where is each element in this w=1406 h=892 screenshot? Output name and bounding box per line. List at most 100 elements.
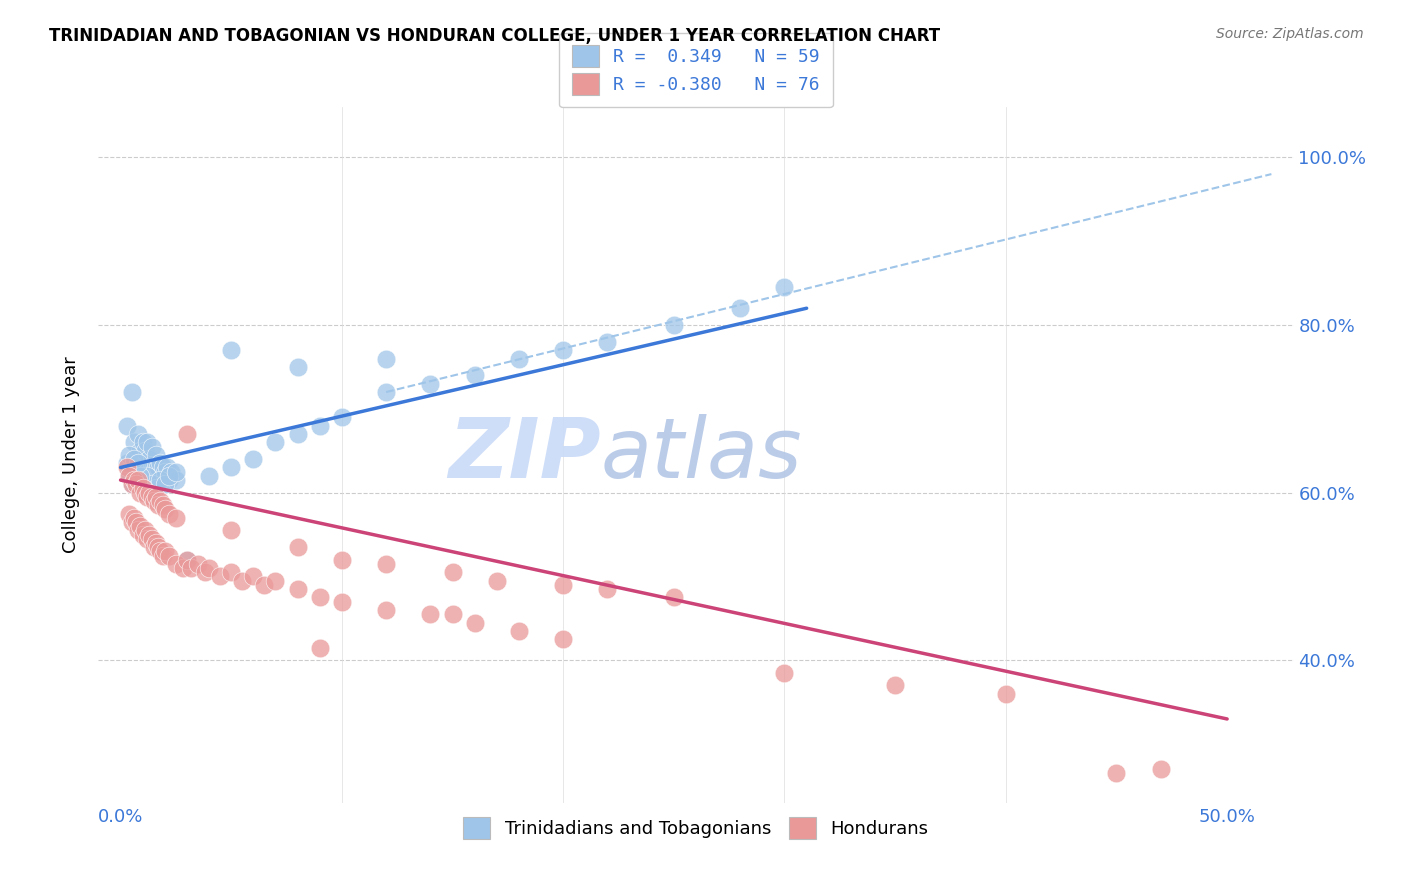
Point [134, 485, 156, 500]
Point [165, 465, 187, 479]
Point [122, 510, 145, 524]
Point [176, 552, 198, 566]
Point [156, 460, 179, 475]
Point [176, 552, 198, 566]
Point [242, 452, 264, 467]
Point [165, 510, 187, 524]
Point [165, 557, 187, 571]
Point [419, 376, 441, 391]
Point [152, 498, 174, 512]
Point [441, 566, 464, 580]
Point [118, 448, 141, 462]
Point [242, 569, 264, 583]
Point [198, 561, 221, 575]
Point [219, 566, 242, 580]
Point [553, 578, 575, 592]
Point [127, 468, 149, 483]
Point [330, 594, 353, 608]
Point [153, 544, 176, 558]
Point [287, 582, 309, 596]
Point [308, 418, 330, 433]
Point [127, 524, 149, 538]
Point [157, 507, 180, 521]
Point [136, 468, 159, 483]
Point [149, 456, 172, 470]
Point [142, 540, 165, 554]
Point [264, 435, 287, 450]
Point [125, 477, 148, 491]
Point [1150, 762, 1173, 776]
Point [157, 468, 180, 483]
Point [121, 385, 143, 400]
Point [148, 498, 170, 512]
Point [138, 527, 160, 541]
Point [136, 490, 159, 504]
Point [121, 515, 143, 529]
Point [553, 632, 575, 647]
Point [131, 435, 153, 450]
Point [145, 536, 167, 550]
Point [149, 544, 172, 558]
Point [118, 468, 141, 483]
Point [198, 468, 221, 483]
Point [129, 468, 152, 483]
Point [219, 524, 242, 538]
Point [553, 343, 575, 358]
Point [125, 473, 148, 487]
Point [127, 473, 149, 487]
Point [131, 482, 153, 496]
Point [131, 473, 153, 487]
Point [125, 515, 148, 529]
Point [884, 678, 907, 692]
Point [157, 473, 180, 487]
Point [219, 343, 242, 358]
Point [375, 351, 398, 366]
Text: ZIP: ZIP [447, 415, 600, 495]
Text: TRINIDADIAN AND TOBAGONIAN VS HONDURAN COLLEGE, UNDER 1 YEAR CORRELATION CHART: TRINIDADIAN AND TOBAGONIAN VS HONDURAN C… [49, 27, 941, 45]
Point [148, 540, 170, 554]
Point [121, 477, 143, 491]
Point [508, 624, 530, 638]
Point [138, 452, 160, 467]
Point [141, 532, 163, 546]
Point [165, 473, 187, 487]
Point [219, 460, 242, 475]
Point [118, 465, 141, 479]
Point [145, 482, 167, 496]
Point [375, 603, 398, 617]
Text: atlas: atlas [600, 415, 801, 495]
Point [187, 557, 209, 571]
Point [773, 280, 796, 294]
Point [287, 427, 309, 442]
Text: Source: ZipAtlas.com: Source: ZipAtlas.com [1216, 27, 1364, 41]
Point [122, 435, 145, 450]
Point [728, 301, 751, 316]
Point [508, 351, 530, 366]
Point [152, 460, 174, 475]
Point [129, 485, 152, 500]
Point [129, 443, 152, 458]
Point [194, 566, 217, 580]
Point [131, 527, 153, 541]
Point [287, 359, 309, 374]
Point [375, 557, 398, 571]
Point [153, 465, 176, 479]
Point [264, 574, 287, 588]
Point [287, 540, 309, 554]
Point [141, 490, 163, 504]
Point [330, 410, 353, 425]
Point [141, 477, 163, 491]
Point [994, 687, 1017, 701]
Point [118, 507, 141, 521]
Point [138, 485, 160, 500]
Point [308, 640, 330, 655]
Point [134, 443, 156, 458]
Point [136, 532, 159, 546]
Point [115, 460, 138, 475]
Point [209, 569, 232, 583]
Point [253, 578, 276, 592]
Point [142, 460, 165, 475]
Point [596, 334, 619, 349]
Point [773, 665, 796, 680]
Point [231, 574, 253, 588]
